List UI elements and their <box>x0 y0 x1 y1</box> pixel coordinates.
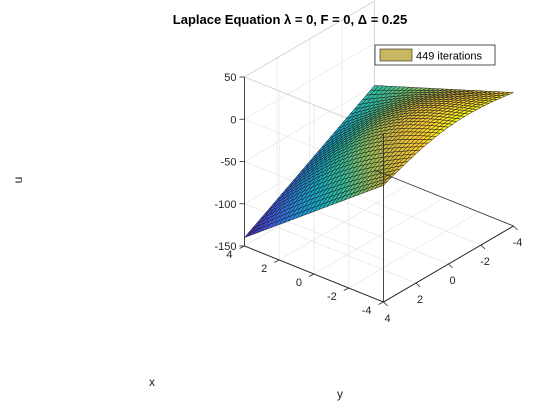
chart-title: Laplace Equation λ = 0, F = 0, Δ = 0.25 <box>173 12 407 27</box>
x-tick-label: -4 <box>362 305 372 317</box>
grid-line <box>244 85 375 162</box>
x-axis-ticks: -4 -2 0 2 4 <box>226 245 384 317</box>
x-tick <box>343 287 349 291</box>
grid-line <box>341 188 482 246</box>
y-tick-label: 2 <box>417 294 423 306</box>
z-tick-label: 0 <box>230 114 236 126</box>
y-tick-label: -2 <box>480 256 490 268</box>
x-tick <box>239 245 245 249</box>
z-axis-label: u <box>11 177 25 184</box>
x-tick <box>378 301 384 305</box>
legend[interactable]: 449 iterations <box>374 44 496 66</box>
legend-swatch <box>379 48 413 62</box>
x-tick <box>308 273 315 277</box>
y-tick <box>513 225 518 231</box>
x-tick-label: 4 <box>226 249 232 261</box>
x-tick-label: 0 <box>296 277 302 289</box>
y-tick <box>383 301 388 307</box>
z-tick-label: -50 <box>221 157 237 169</box>
legend-label: 449 iterations <box>416 51 483 63</box>
x-tick-label: -2 <box>327 291 337 303</box>
grid-line <box>244 42 375 120</box>
z-tick-label: -150 <box>214 241 236 253</box>
x-tick <box>274 259 280 263</box>
y-axis-label: y <box>337 387 343 401</box>
box-edge <box>244 0 375 78</box>
surface-patch <box>505 92 514 95</box>
z-tick-label: -100 <box>214 199 236 211</box>
y-tick-label: -4 <box>513 237 523 249</box>
surface-mesh <box>244 85 514 238</box>
x-tick-label: 2 <box>261 263 267 275</box>
grid-line <box>309 207 449 265</box>
grid-line <box>276 226 417 284</box>
z-axis-ticks: 50 0 -50 -100 -150 <box>214 72 245 253</box>
y-tick <box>480 244 486 250</box>
x-axis-line <box>374 169 514 227</box>
y-tick <box>448 263 453 269</box>
y-tick <box>415 282 421 288</box>
z-tick-label: 50 <box>224 72 236 84</box>
y-tick-label: 0 <box>449 275 455 287</box>
y-axis-ticks: 4 2 0 -2 -4 <box>383 225 523 325</box>
y-tick-label: 4 <box>384 313 390 325</box>
x-axis-label: x <box>149 375 155 389</box>
